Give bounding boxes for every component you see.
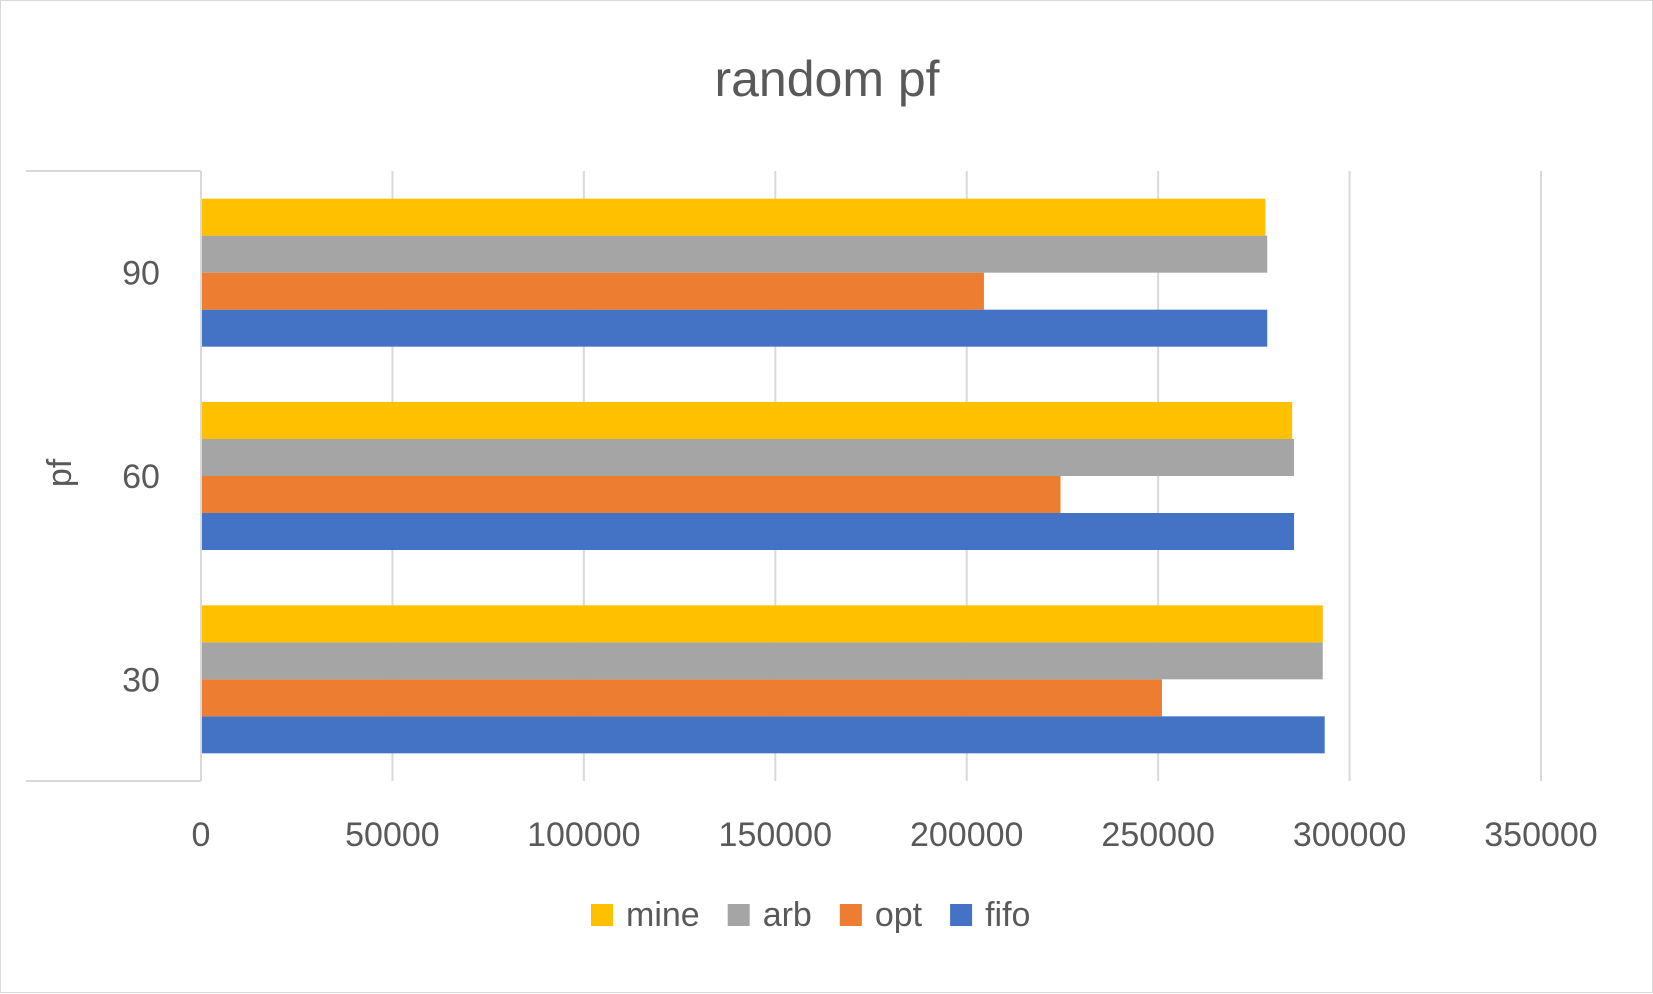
x-axis-ticks: 0 50000 100000 150000 200000 250000 300000 3500… [192, 816, 1598, 854]
x-tick-label: 100000 [527, 816, 640, 854]
x-tick-label: 300000 [1293, 816, 1406, 854]
bar-fifo-90 [201, 309, 1268, 347]
y-tick-label: 90 [122, 255, 160, 293]
bar-arb-30 [201, 642, 1323, 680]
legend: mine arb opt fifo [591, 896, 1030, 934]
y-axis-ticks: 30 60 90 [122, 255, 160, 700]
legend-swatch-fifo [950, 904, 973, 926]
legend-label-opt: opt [875, 896, 923, 934]
axes [26, 170, 202, 782]
x-tick-label: 350000 [1484, 816, 1597, 854]
legend-label-mine: mine [626, 896, 700, 934]
x-tick-label: 0 [192, 816, 211, 854]
bar-mine-30 [201, 605, 1323, 643]
x-tick-label: 200000 [910, 816, 1023, 854]
x-tick-label: 150000 [719, 816, 832, 854]
bar-arb-60 [201, 439, 1295, 476]
chart-title: random pf [714, 51, 939, 107]
bar-arb-90 [201, 235, 1268, 273]
bar-opt-60 [201, 476, 1061, 513]
legend-swatch-arb [727, 904, 750, 926]
bar-fifo-30 [201, 716, 1325, 754]
bars [201, 198, 1325, 754]
legend-swatch-mine [591, 904, 613, 926]
bar-fifo-60 [201, 513, 1295, 550]
legend-label-arb: arb [763, 896, 812, 934]
y-tick-label: 60 [122, 458, 160, 496]
x-tick-label: 50000 [345, 816, 440, 854]
bar-mine-60 [201, 402, 1293, 439]
y-axis-title: pf [41, 458, 79, 487]
x-tick-label: 250000 [1101, 816, 1214, 854]
legend-label-fifo: fifo [985, 896, 1030, 934]
bar-mine-90 [201, 198, 1266, 236]
legend-swatch-opt [839, 904, 862, 926]
bar-opt-30 [201, 679, 1162, 717]
bar-opt-90 [201, 272, 984, 310]
y-tick-label: 30 [122, 661, 160, 699]
